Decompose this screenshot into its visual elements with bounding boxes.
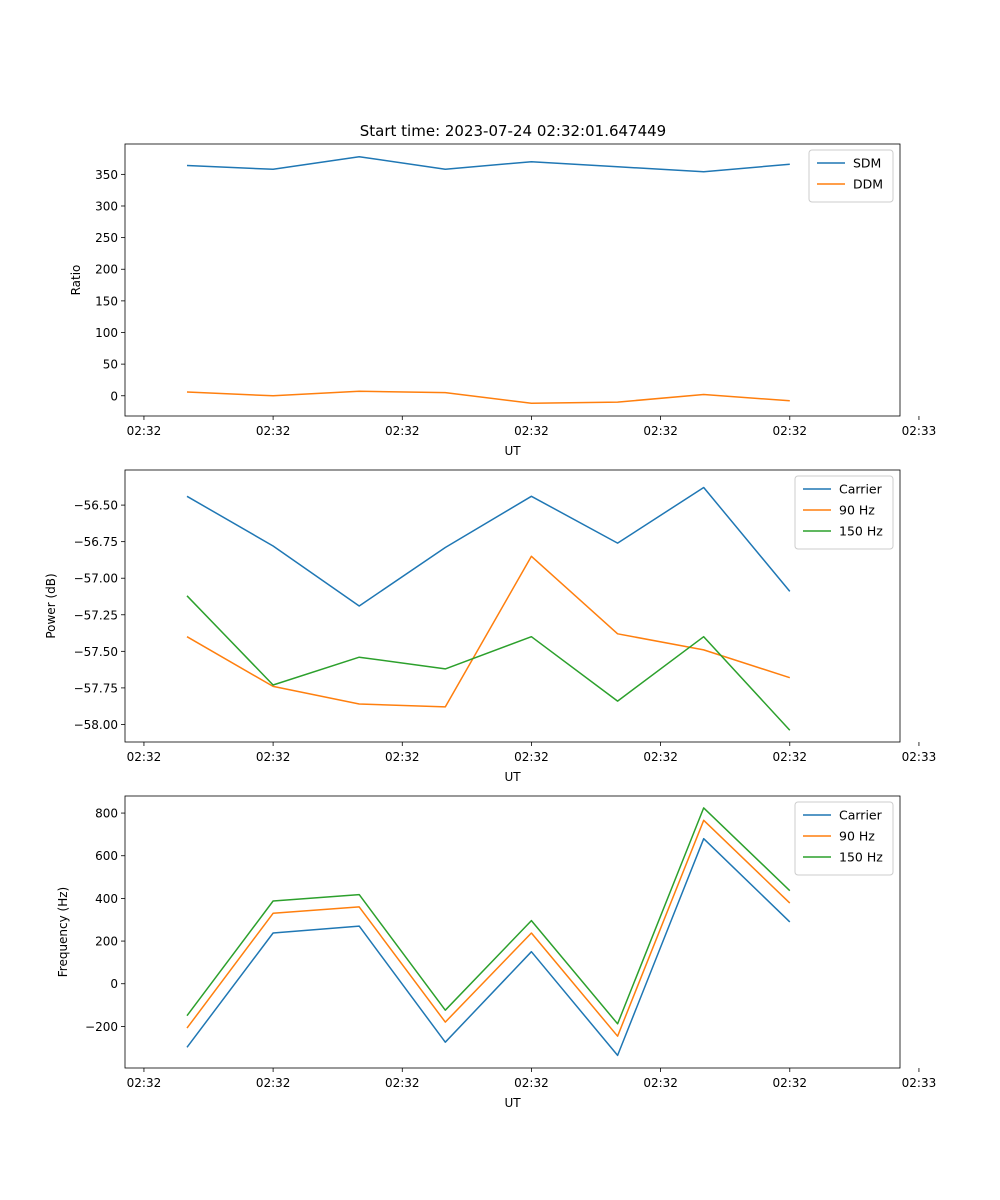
legend-label: Carrier bbox=[839, 482, 883, 497]
series-line-90-hz bbox=[186, 819, 791, 1037]
y-tick-label: 50 bbox=[103, 358, 118, 372]
x-tick-label: 02:32 bbox=[643, 1076, 678, 1090]
series-line-carrier bbox=[186, 486, 791, 607]
y-tick-label: 300 bbox=[95, 199, 118, 213]
y-tick-label: −57.25 bbox=[74, 608, 118, 622]
legend-label: DDM bbox=[853, 177, 883, 192]
subplot-1: 02:32 02:32 02:32 02:32 02:32 02:32 02:33 0 50 10… bbox=[69, 143, 937, 458]
legend: Carrier 90 Hz 150 Hz bbox=[794, 475, 894, 550]
x-tick-label: 02:32 bbox=[127, 424, 162, 438]
series-line-150-hz bbox=[186, 807, 791, 1025]
y-tick-label: −58.00 bbox=[74, 718, 118, 732]
x-axis-label: UT bbox=[504, 444, 521, 458]
y-tick-label: −56.75 bbox=[74, 535, 118, 549]
x-tick-label: 02:32 bbox=[127, 750, 162, 764]
y-tick-label: 350 bbox=[95, 168, 118, 182]
x-axis-label: UT bbox=[504, 770, 521, 784]
y-tick-label: 200 bbox=[95, 263, 118, 277]
y-tick-label: −56.50 bbox=[74, 499, 118, 513]
x-tick-label: 02:32 bbox=[643, 424, 678, 438]
series-line-150-hz bbox=[186, 595, 791, 731]
axes-frame bbox=[124, 469, 901, 743]
x-tick-label: 02:32 bbox=[514, 1076, 549, 1090]
x-axis-label: UT bbox=[504, 1096, 521, 1110]
x-tick-label: 02:32 bbox=[385, 424, 420, 438]
y-axis-label: Ratio bbox=[69, 265, 83, 296]
y-tick-label: −57.00 bbox=[74, 572, 118, 586]
x-tick-label: 02:32 bbox=[127, 1076, 162, 1090]
y-tick-label: 200 bbox=[95, 935, 118, 949]
legend: Carrier 90 Hz 150 Hz bbox=[794, 801, 894, 876]
x-tick-label: 02:32 bbox=[772, 750, 807, 764]
y-tick-label: −57.75 bbox=[74, 681, 118, 695]
x-tick-label: 02:32 bbox=[643, 750, 678, 764]
axes-frame bbox=[124, 143, 901, 417]
x-tick-label: 02:32 bbox=[385, 1076, 420, 1090]
y-tick-label: 800 bbox=[95, 807, 118, 821]
y-axis-label: Power (dB) bbox=[44, 573, 58, 638]
series-line-ddm bbox=[186, 390, 790, 405]
y-tick-label: 600 bbox=[95, 849, 118, 863]
series-line-carrier bbox=[186, 837, 791, 1057]
legend-label: Carrier bbox=[839, 808, 883, 823]
axes-frame bbox=[124, 795, 901, 1069]
y-axis-label: Frequency (Hz) bbox=[56, 887, 70, 978]
subplot-2: 02:32 02:32 02:32 02:32 02:32 02:32 02:33 −58.0… bbox=[44, 469, 937, 784]
legend: SDM DDM bbox=[808, 149, 894, 203]
legend-label: 90 Hz bbox=[839, 503, 875, 518]
y-tick-label: −57.50 bbox=[74, 645, 118, 659]
x-tick-label: 02:32 bbox=[385, 750, 420, 764]
x-tick-label: 02:33 bbox=[902, 424, 937, 438]
legend-label: 150 Hz bbox=[839, 524, 883, 539]
series-line-sdm bbox=[186, 155, 790, 173]
x-tick-label: 02:32 bbox=[256, 750, 291, 764]
legend-label: 150 Hz bbox=[839, 850, 883, 865]
y-tick-label: 0 bbox=[110, 389, 118, 403]
y-tick-label: 100 bbox=[95, 326, 118, 340]
x-tick-label: 02:32 bbox=[256, 424, 291, 438]
legend-label: SDM bbox=[853, 156, 881, 171]
y-tick-label: 250 bbox=[95, 231, 118, 245]
subplots: 02:32 02:32 02:32 02:32 02:32 02:32 02:33 0 50 10… bbox=[44, 143, 937, 1110]
x-tick-label: 02:33 bbox=[902, 750, 937, 764]
legend-label: 90 Hz bbox=[839, 829, 875, 844]
y-tick-label: −200 bbox=[85, 1020, 118, 1034]
x-tick-label: 02:32 bbox=[772, 424, 807, 438]
x-tick-label: 02:33 bbox=[902, 1076, 937, 1090]
figure-title: Start time: 2023-07-24 02:32:01.647449 bbox=[360, 122, 666, 140]
y-tick-label: 0 bbox=[110, 977, 118, 991]
subplot-3: 02:32 02:32 02:32 02:32 02:32 02:32 02:33 −200 0… bbox=[56, 795, 937, 1110]
x-tick-label: 02:32 bbox=[772, 1076, 807, 1090]
x-tick-label: 02:32 bbox=[514, 424, 549, 438]
y-tick-label: 150 bbox=[95, 294, 118, 308]
x-tick-label: 02:32 bbox=[514, 750, 549, 764]
x-tick-label: 02:32 bbox=[256, 1076, 291, 1090]
y-tick-label: 400 bbox=[95, 892, 118, 906]
